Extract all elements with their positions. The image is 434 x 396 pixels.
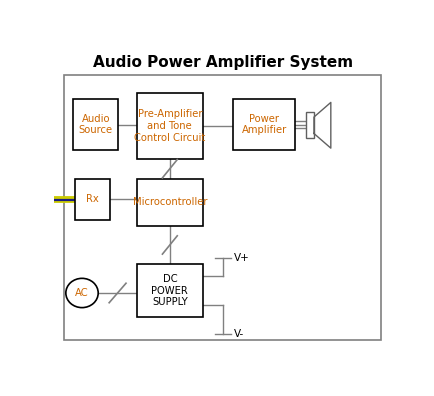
- Bar: [73, 99, 118, 150]
- Text: V-: V-: [233, 329, 243, 339]
- Text: Audio
Source: Audio Source: [79, 114, 112, 135]
- Text: Rx: Rx: [86, 194, 99, 204]
- Text: V+: V+: [233, 253, 249, 263]
- Bar: [64, 75, 381, 340]
- Bar: [305, 112, 313, 138]
- Bar: [233, 99, 295, 150]
- Bar: [137, 179, 202, 226]
- Bar: [75, 179, 110, 220]
- Text: DC
POWER
SUPPLY: DC POWER SUPPLY: [151, 274, 188, 307]
- Text: AC: AC: [75, 288, 89, 298]
- Text: Pre-Amplifier
and Tone
Control Circuit: Pre-Amplifier and Tone Control Circuit: [134, 109, 205, 143]
- Text: Microcontroller: Microcontroller: [132, 197, 207, 207]
- Text: Power
Amplifier: Power Amplifier: [241, 114, 286, 135]
- Text: Audio Power Amplifier System: Audio Power Amplifier System: [93, 55, 352, 70]
- Bar: [137, 93, 202, 159]
- Bar: [137, 264, 202, 317]
- Circle shape: [66, 278, 98, 308]
